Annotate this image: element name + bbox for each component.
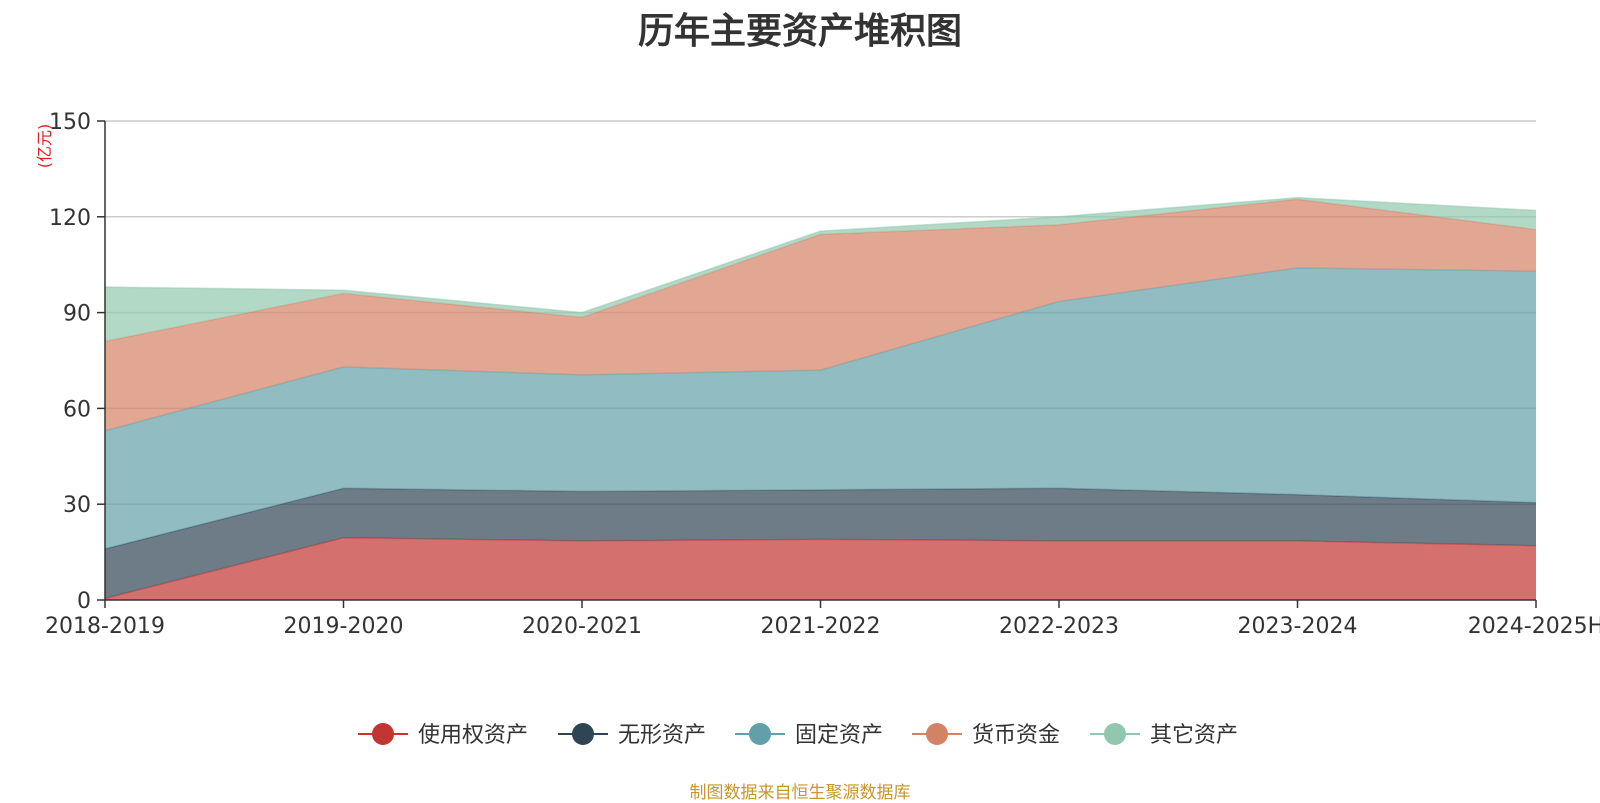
legend-label: 使用权资产 xyxy=(418,723,528,748)
x-tick-label: 2019-2020 xyxy=(284,614,404,639)
area-series-4 xyxy=(105,199,1536,431)
legend-marker-icon xyxy=(572,723,594,745)
legend-label: 固定资产 xyxy=(795,723,883,748)
x-tick-label: 2018-2019 xyxy=(45,614,165,639)
y-tick-label: 30 xyxy=(63,493,91,518)
legend-label: 其它资产 xyxy=(1150,723,1238,748)
axes: 0 30 60 90 120 150 2018-2019 2019-2020 2020-2021… xyxy=(35,110,1600,639)
y-tick-label: 60 xyxy=(63,397,91,422)
legend-marker-icon xyxy=(1104,723,1126,745)
legend-marker-icon xyxy=(926,723,948,745)
area-top-line-5 xyxy=(104,196,1537,314)
legend-label: 无形资产 xyxy=(618,723,706,748)
x-tick-label: 2023-2024 xyxy=(1238,614,1358,639)
x-tick-label: 2022-2023 xyxy=(999,614,1119,639)
y-tick-label: 90 xyxy=(63,302,91,327)
area-series-1 xyxy=(105,537,1536,600)
legend-item-1[interactable]: 使用权资产 xyxy=(358,723,528,748)
legend-item-2[interactable]: 无形资产 xyxy=(558,723,706,748)
y-tick-label: 150 xyxy=(49,110,91,135)
area-series-3 xyxy=(105,267,1536,549)
legend-item-3[interactable]: 固定资产 xyxy=(735,723,883,748)
area-series-layer xyxy=(104,196,1537,600)
legend-marker-icon xyxy=(372,723,394,745)
chart-title: 历年主要资产堆积图 xyxy=(637,11,962,52)
y-tick-label: 0 xyxy=(77,589,91,614)
area-series-2 xyxy=(105,488,1536,599)
source-note: 制图数据来自恒生聚源数据库 xyxy=(689,783,911,803)
y-tick-label: 120 xyxy=(49,206,91,231)
x-tick-label: 2024-2025H xyxy=(1468,614,1600,639)
legend-marker-icon xyxy=(749,723,771,745)
x-tick-label: 2021-2022 xyxy=(761,614,881,639)
legend-label: 货币资金 xyxy=(972,723,1060,748)
area-series-5 xyxy=(105,197,1536,342)
legend[interactable]: 使用权资产 无形资产 固定资产 货币资金 其它资产 xyxy=(358,723,1238,748)
legend-item-5[interactable]: 其它资产 xyxy=(1090,723,1238,748)
legend-item-4[interactable]: 货币资金 xyxy=(912,723,1060,748)
y-axis-unit-label: (亿元) xyxy=(35,124,54,169)
x-tick-label: 2020-2021 xyxy=(522,614,642,639)
